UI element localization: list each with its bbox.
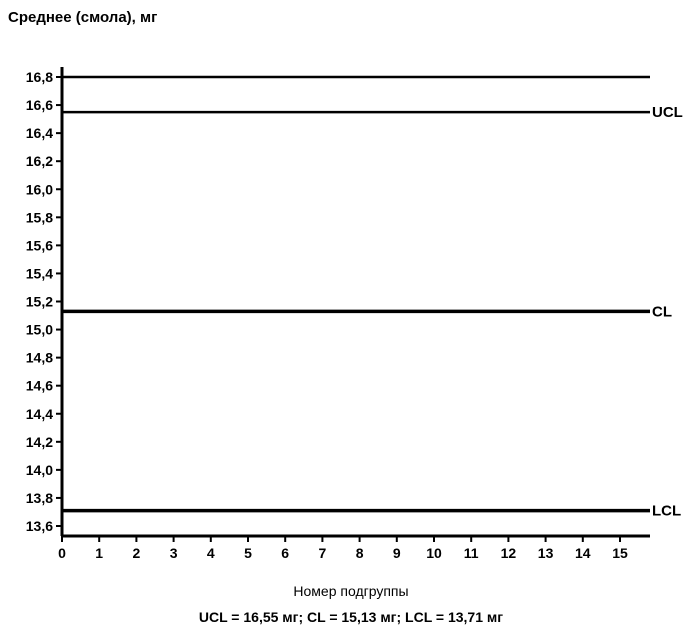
x-tick-label: 7: [319, 545, 327, 561]
x-ticks: 0 1 2 3 4 5 6 7 8 9 10 11 12 13 14 15: [58, 536, 628, 561]
y-tick-label: 13,8: [26, 490, 53, 506]
x-tick-label: 4: [207, 545, 215, 561]
y-tick-label: 15,0: [26, 322, 53, 338]
x-tick-label: 10: [426, 545, 442, 561]
x-tick-label: 6: [281, 545, 289, 561]
y-ticks: 16,8 16,6 16,4 16,2 16,0 15,8 15,6 15,4 15,2 15,0…: [26, 69, 62, 534]
x-tick-label: 12: [501, 545, 517, 561]
x-tick-label: 14: [575, 545, 591, 561]
y-tick-label: 14,6: [26, 378, 53, 394]
x-tick-label: 0: [58, 545, 66, 561]
reference-lines: UCL CL LCL: [62, 75, 683, 520]
chart-caption: UCL = 16,55 мг; CL = 15,13 мг; LCL = 13,…: [199, 609, 503, 625]
y-tick-label: 16,6: [26, 97, 53, 113]
x-tick-label: 13: [538, 545, 554, 561]
lcl-label: LCL: [652, 503, 681, 520]
x-tick-label: 3: [170, 545, 178, 561]
y-tick-label: 14,2: [26, 434, 53, 450]
x-tick-label: 5: [244, 545, 252, 561]
x-tick-label: 2: [133, 545, 141, 561]
ucl-label: UCL: [652, 104, 683, 121]
y-tick-label: 15,2: [26, 294, 53, 310]
x-tick-label: 15: [612, 545, 628, 561]
x-tick-label: 1: [95, 545, 103, 561]
x-tick-label: 9: [393, 545, 401, 561]
y-tick-label: 14,0: [26, 462, 53, 478]
y-tick-label: 16,8: [26, 69, 53, 85]
y-tick-label: 16,4: [26, 125, 53, 141]
x-axis-label: Номер подгруппы: [293, 583, 408, 599]
y-tick-label: 15,6: [26, 237, 53, 253]
y-tick-label: 16,0: [26, 181, 53, 197]
y-axis-label: Среднее (смола), мг: [8, 9, 157, 26]
y-tick-label: 13,6: [26, 518, 53, 534]
x-tick-label: 8: [356, 545, 364, 561]
y-tick-label: 14,4: [26, 406, 53, 422]
y-tick-label: 15,8: [26, 209, 53, 225]
cl-label: CL: [652, 303, 672, 320]
y-tick-label: 15,4: [26, 265, 53, 281]
chart-axes: [60, 67, 650, 538]
y-tick-label: 14,8: [26, 350, 53, 366]
y-tick-label: 16,2: [26, 153, 53, 169]
x-tick-label: 11: [464, 545, 479, 561]
